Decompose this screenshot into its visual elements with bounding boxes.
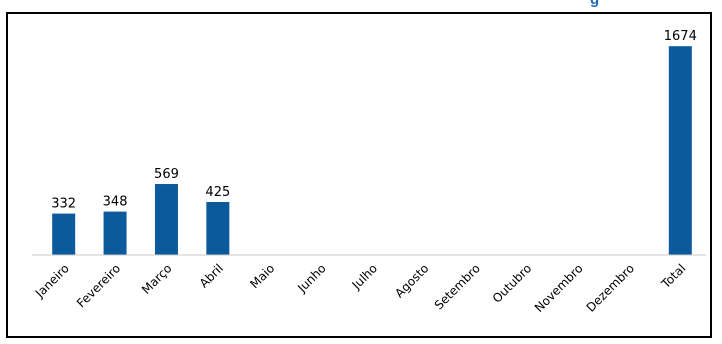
category-label-maio: Maio [247, 261, 277, 291]
bar-janeiro [52, 213, 76, 255]
category-label-fevereiro: Fevereiro [74, 261, 123, 310]
value-label-janeiro: 332 [51, 197, 76, 212]
category-labels-group: Janeiro Fevereiro Março Abril Maio Junho Julho… [32, 261, 688, 315]
bar-abril [206, 201, 230, 255]
category-label-agosto: Agosto [392, 261, 431, 300]
value-labels-group: 332 348 569 425 1674 [51, 29, 697, 211]
category-label-dezembro: Dezembro [584, 261, 637, 314]
bars-group [52, 46, 692, 256]
category-label-marco: Março [139, 261, 175, 297]
bar-marco [154, 184, 178, 255]
category-label-janeiro: Janeiro [32, 261, 72, 301]
bar-total [668, 46, 692, 256]
category-label-outubro: Outubro [490, 261, 535, 306]
value-label-marco: 569 [154, 167, 179, 182]
category-label-total: Total [658, 261, 688, 291]
category-label-setembro: Setembro [432, 261, 483, 312]
value-label-fevereiro: 348 [103, 195, 128, 210]
value-label-total: 1674 [664, 29, 697, 44]
category-label-novembro: Novembro [532, 261, 586, 315]
category-label-junho: Junho [294, 261, 328, 295]
bar-fevereiro [103, 211, 127, 255]
value-label-abril: 425 [205, 185, 230, 200]
category-label-julho: Julho [349, 261, 380, 292]
chart-frame [6, 12, 712, 338]
category-label-abril: Abril [197, 261, 226, 290]
chart-title-fragment: g [590, 0, 599, 8]
